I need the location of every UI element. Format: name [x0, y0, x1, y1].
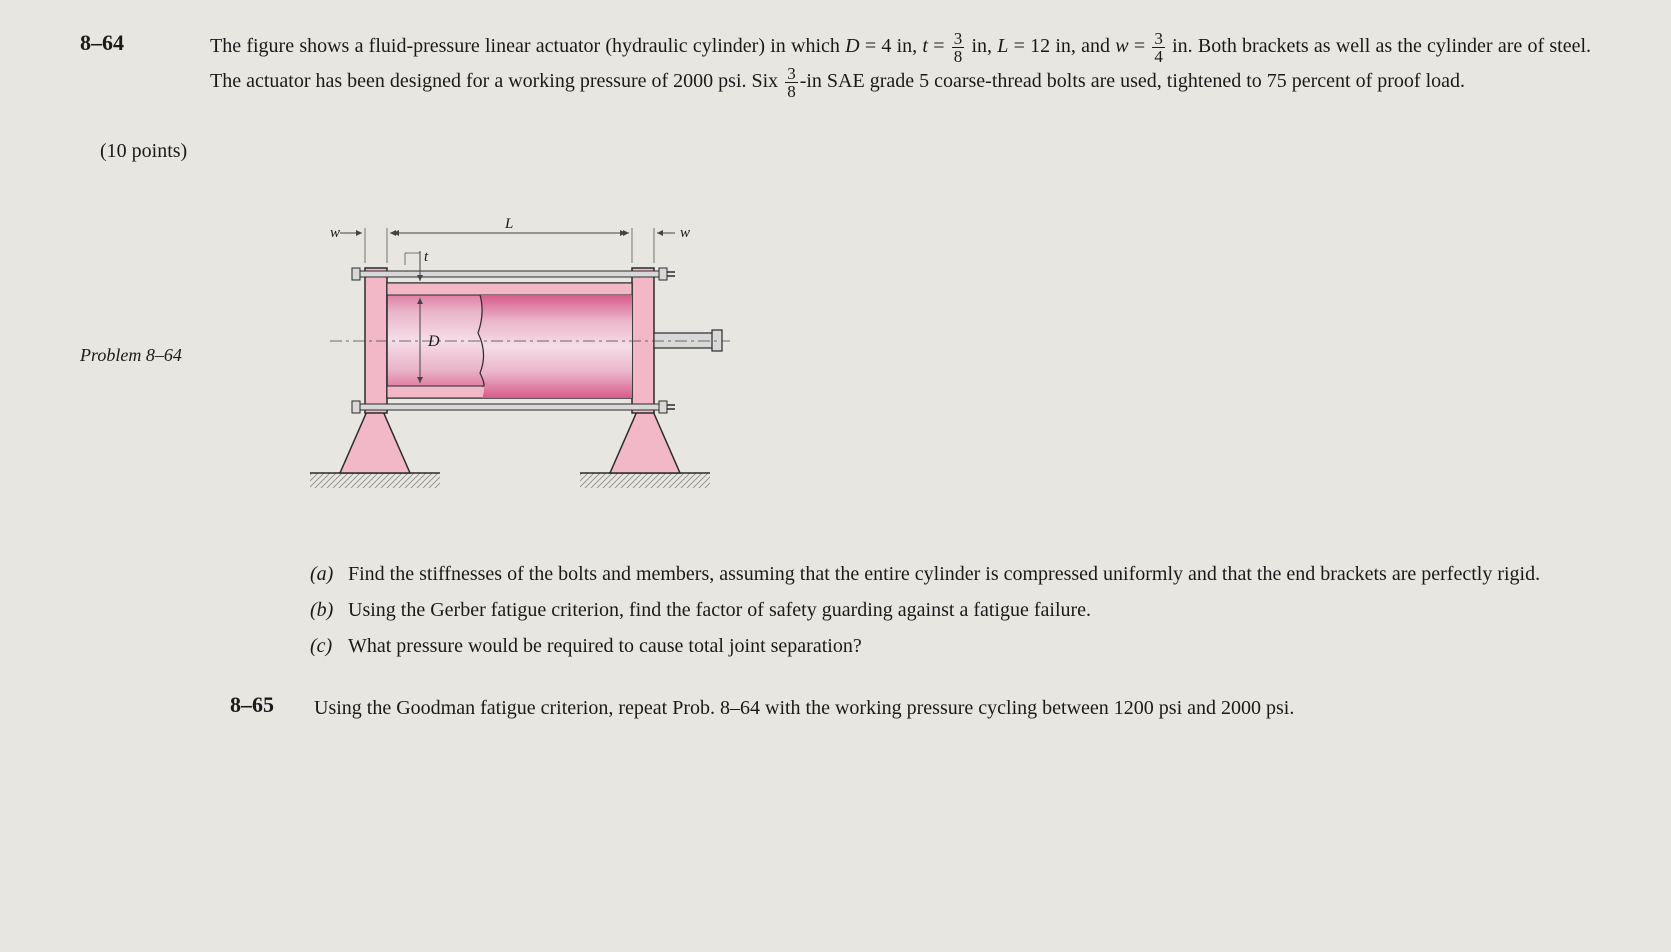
- question-c: (c) What pressure would be required to c…: [310, 630, 1591, 662]
- t-var: t: [922, 35, 928, 57]
- question-c-text: What pressure would be required to cause…: [348, 630, 1591, 662]
- svg-text:L: L: [504, 216, 513, 232]
- svg-text:w: w: [330, 225, 340, 241]
- t-fraction: 38: [952, 30, 965, 65]
- problem-865-number: 8–65: [230, 692, 274, 718]
- w-fraction: 34: [1152, 30, 1165, 65]
- points-label: (10 points): [100, 140, 1591, 163]
- question-b-label: (b): [310, 594, 340, 626]
- D-var: D: [845, 35, 859, 57]
- bolt-fraction: 38: [785, 65, 798, 100]
- question-b: (b) Using the Gerber fatigue criterion, …: [310, 594, 1591, 626]
- question-a: (a) Find the stiffnesses of the bolts an…: [310, 558, 1591, 590]
- problem-number: 8–64: [80, 30, 160, 56]
- question-b-text: Using the Gerber fatigue criterion, find…: [348, 594, 1591, 626]
- problem-865-text: Using the Goodman fatigue criterion, rep…: [314, 692, 1591, 724]
- svg-text:t: t: [424, 249, 429, 265]
- figure-label: Problem 8–64: [80, 345, 220, 366]
- figure-container: Problem 8–64: [80, 193, 1591, 518]
- problem-864-header: 8–64 The figure shows a fluid-pressure l…: [80, 30, 1591, 100]
- questions-list: (a) Find the stiffnesses of the bolts an…: [310, 558, 1591, 662]
- question-a-text: Find the stiffnesses of the bolts and me…: [348, 558, 1591, 590]
- L-var: L: [997, 35, 1008, 57]
- problem-865: 8–65 Using the Goodman fatigue criterion…: [230, 692, 1591, 724]
- question-a-label: (a): [310, 558, 340, 590]
- svg-text:D: D: [427, 333, 440, 350]
- svg-text:w: w: [680, 225, 690, 241]
- question-c-label: (c): [310, 630, 340, 662]
- problem-text: The figure shows a fluid-pressure linear…: [210, 30, 1591, 100]
- text-p1: The figure shows a fluid-pressure linear…: [210, 35, 845, 57]
- figure-diagram: w w L t D: [280, 193, 760, 518]
- w-var: w: [1115, 35, 1128, 57]
